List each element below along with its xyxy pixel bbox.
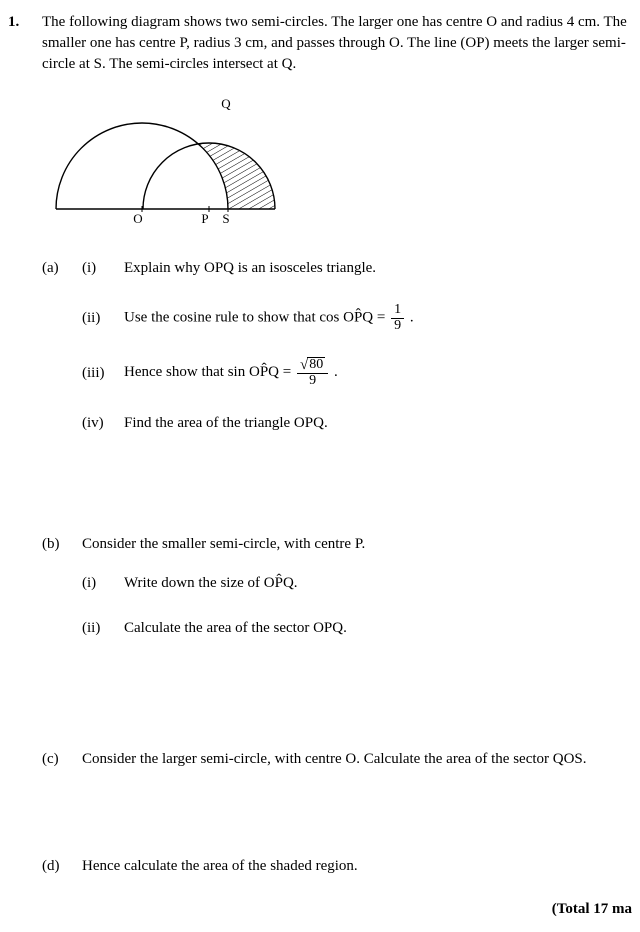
part-a-label: (a) — [42, 258, 82, 458]
intro-text: The following diagram shows two semi-cir… — [42, 12, 632, 75]
part-c-text: Consider the larger semi-circle, with ce… — [82, 749, 632, 770]
part-c-label: (c) — [42, 749, 82, 770]
part-a-sub-2-text: Hence show that sin OP̂Q = √809 . — [124, 357, 632, 388]
part-b-lead: Consider the smaller semi-circle, with c… — [82, 534, 632, 555]
part-a-sub-3-label: (iv) — [82, 413, 124, 434]
part-b-sub-1-text: Calculate the area of the sector OPQ. — [124, 618, 632, 639]
part-a-sub-3: (iv)Find the area of the triangle OPQ. — [82, 413, 632, 434]
total-marks: (Total 17 ma — [42, 899, 632, 920]
part-a-sub-0-label: (i) — [82, 258, 124, 279]
part-d-label: (d) — [42, 856, 82, 877]
part-b: (b) Consider the smaller semi-circle, wi… — [42, 534, 632, 663]
part-a-sub-2-label: (iii) — [82, 363, 124, 384]
part-a-sub-2: (iii)Hence show that sin OP̂Q = √809 . — [82, 357, 632, 388]
part-b-sub-1-label: (ii) — [82, 618, 124, 639]
part-a-sub-1-label: (ii) — [82, 308, 124, 329]
part-b-label: (b) — [42, 534, 82, 663]
part-a-sub-0: (i)Explain why OPQ is an isosceles trian… — [82, 258, 632, 279]
part-a: (a) (i)Explain why OPQ is an isosceles t… — [42, 258, 632, 458]
svg-text:P: P — [201, 211, 208, 226]
part-d: (d) Hence calculate the area of the shad… — [42, 856, 632, 877]
svg-text:Q: Q — [221, 96, 231, 111]
part-b-sub-0-text: Write down the size of OP̂Q. — [124, 573, 632, 594]
part-a-sub-3-text: Find the area of the triangle OPQ. — [124, 413, 632, 434]
part-b-sub-1: (ii)Calculate the area of the sector OPQ… — [82, 618, 632, 639]
svg-text:O: O — [133, 211, 142, 226]
part-a-sub-1-text: Use the cosine rule to show that cos OP̂… — [124, 303, 632, 333]
part-c: (c) Consider the larger semi-circle, wit… — [42, 749, 632, 770]
part-a-sub-1: (ii)Use the cosine rule to show that cos… — [82, 303, 632, 333]
semicircles-diagram: O PS Q — [36, 89, 632, 236]
svg-text:S: S — [222, 211, 229, 226]
part-a-sub-0-text: Explain why OPQ is an isosceles triangle… — [124, 258, 632, 279]
part-b-sub-0: (i)Write down the size of OP̂Q. — [82, 573, 632, 594]
part-d-text: Hence calculate the area of the shaded r… — [82, 856, 632, 877]
part-b-sub-0-label: (i) — [82, 573, 124, 594]
